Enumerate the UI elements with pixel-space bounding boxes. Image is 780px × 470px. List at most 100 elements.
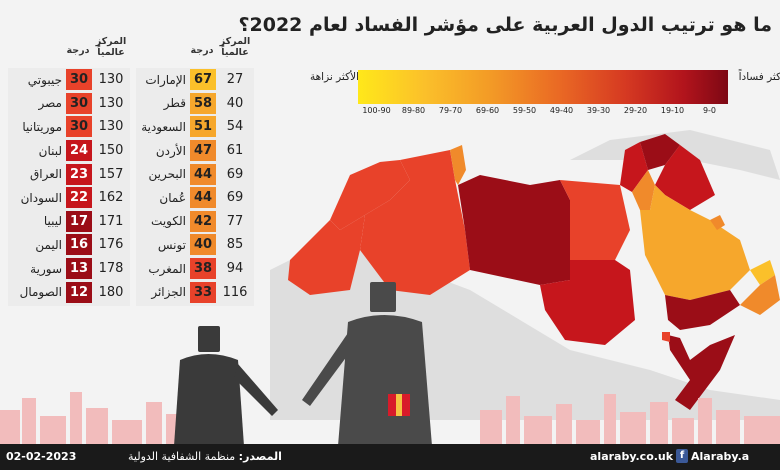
bribery-figures-illustration xyxy=(174,282,432,446)
rank-value: 130 xyxy=(98,72,124,88)
country-name: السودان xyxy=(20,190,62,205)
table-body: 27 67 الإمارات 40 58 قطر 54 51 السعودية 61 47 الأرد… xyxy=(136,68,254,304)
country-name: الصومال xyxy=(19,285,62,300)
header-score: درجة xyxy=(66,45,90,56)
legend-range: 9-0 xyxy=(702,106,717,115)
country-name: السعودية xyxy=(141,119,186,134)
legend-range: 59-50 xyxy=(512,106,537,115)
country-name: موريتانيا xyxy=(22,119,62,134)
table-row: 40 58 قطر xyxy=(136,92,254,116)
score-badge: 30 xyxy=(66,92,92,114)
legend-range: 49-40 xyxy=(549,106,574,115)
map-tunisia xyxy=(450,145,466,185)
table-row: 130 30 مصر xyxy=(8,92,130,116)
ranking-table-left: المركز عالمياً درجة 130 30 جيبوتي 130 30 مصر 1… xyxy=(8,36,130,304)
map-levant xyxy=(620,142,648,192)
legend-range: 79-70 xyxy=(438,106,463,115)
map-mauritania xyxy=(288,215,365,295)
score-badge: 17 xyxy=(66,210,92,232)
legend-range: 19-10 xyxy=(660,106,685,115)
score-badge: 33 xyxy=(190,281,216,303)
country-name: مصر xyxy=(38,96,62,111)
score-badge: 47 xyxy=(190,140,216,162)
rank-value: 176 xyxy=(98,237,124,253)
rank-value: 61 xyxy=(226,143,244,159)
table-row: 27 67 الإمارات xyxy=(136,68,254,92)
score-badge: 22 xyxy=(66,187,92,209)
country-name: البحرين xyxy=(148,167,186,182)
source-label: المصدر: xyxy=(238,450,282,463)
score-badge: 12 xyxy=(66,281,92,303)
score-badge: 44 xyxy=(190,187,216,209)
site-link[interactable]: alaraby.co.uk xyxy=(590,450,674,463)
table-row: 162 22 السودان xyxy=(8,186,130,210)
score-badge: 42 xyxy=(190,210,216,232)
rank-value: 77 xyxy=(226,213,244,229)
country-name: الكويت xyxy=(151,214,186,229)
map-sudan xyxy=(540,260,635,345)
facebook-page-link[interactable]: Alaraby.a xyxy=(691,450,750,463)
header-rank: المركز عالمياً xyxy=(219,36,251,59)
score-badge: 51 xyxy=(190,116,216,138)
rank-value: 85 xyxy=(226,237,244,253)
gift-ribbon xyxy=(396,394,402,416)
table-row: 116 33 الجزائر xyxy=(136,280,254,304)
table-row: 85 40 تونس xyxy=(136,233,254,257)
table-row: 178 13 سورية xyxy=(8,257,130,281)
map-saudi-arabia xyxy=(640,185,750,300)
footer-bar: 02-02-2023 المصدر: منظمة الشفافية الدولي… xyxy=(0,444,780,470)
map-oman xyxy=(740,275,780,315)
map-iraq xyxy=(655,145,715,210)
rank-value: 94 xyxy=(226,261,244,277)
score-badge: 13 xyxy=(66,258,92,280)
color-legend: الأكثر نزاهة 100-90 89-80 79-70 69-60 59… xyxy=(310,64,780,126)
map-libya xyxy=(458,175,570,285)
header-score: درجة xyxy=(190,45,214,56)
ranking-table-right: المركز عالمياً درجة 27 67 الإمارات 40 58 قطر 5… xyxy=(136,36,254,304)
map-somalia xyxy=(668,335,735,410)
country-name: الجزائر xyxy=(151,285,186,300)
map-morocco xyxy=(330,160,410,230)
score-badge: 24 xyxy=(66,140,92,162)
table-row: 94 38 المغرب xyxy=(136,257,254,281)
rank-value: 180 xyxy=(98,284,124,300)
table-row: 150 24 لبنان xyxy=(8,139,130,163)
rank-value: 69 xyxy=(226,166,244,182)
table-row: 54 51 السعودية xyxy=(136,115,254,139)
table-header: المركز عالمياً درجة xyxy=(136,36,254,68)
map-jordan xyxy=(632,170,655,210)
legend-range: 39-30 xyxy=(586,106,611,115)
publish-date: 02-02-2023 xyxy=(6,450,77,463)
legend-gradient-bar xyxy=(358,70,728,104)
rank-value: 171 xyxy=(98,213,124,229)
rank-value: 178 xyxy=(98,261,124,277)
country-name: سورية xyxy=(30,261,62,276)
score-badge: 30 xyxy=(66,69,92,91)
rank-value: 27 xyxy=(226,72,244,88)
country-name: العراق xyxy=(29,167,62,182)
rank-value: 54 xyxy=(226,119,244,135)
map-kuwait xyxy=(710,215,725,230)
facebook-icon[interactable]: f xyxy=(676,449,688,463)
table-row: 171 17 ليبيا xyxy=(8,210,130,234)
score-badge: 58 xyxy=(190,92,216,114)
score-badge: 67 xyxy=(190,69,216,91)
map-syria xyxy=(640,134,680,170)
header-rank: المركز عالمياً xyxy=(95,36,127,59)
country-name: اليمن xyxy=(35,237,62,252)
country-name: تونس xyxy=(157,237,186,252)
legend-cleanest-label: الأكثر نزاهة xyxy=(310,71,360,83)
table-header: المركز عالمياً درجة xyxy=(8,36,130,68)
score-badge: 23 xyxy=(66,163,92,185)
map-yemen xyxy=(665,290,740,330)
legend-range: 100-90 xyxy=(362,106,391,115)
table-row: 69 44 عُمان xyxy=(136,186,254,210)
table-row: 130 30 موريتانيا xyxy=(8,115,130,139)
legend-range: 89-80 xyxy=(401,106,426,115)
table-row: 130 30 جيبوتي xyxy=(8,68,130,92)
table-body: 130 30 جيبوتي 130 30 مصر 130 30 موريتانيا 150 24 لب… xyxy=(8,68,130,304)
source-credit: المصدر: منظمة الشفافية الدولية xyxy=(128,450,282,463)
page-title: ما هو ترتيب الدول العربية على مؤشر الفسا… xyxy=(238,14,772,36)
table-row: 69 44 البحرين xyxy=(136,162,254,186)
